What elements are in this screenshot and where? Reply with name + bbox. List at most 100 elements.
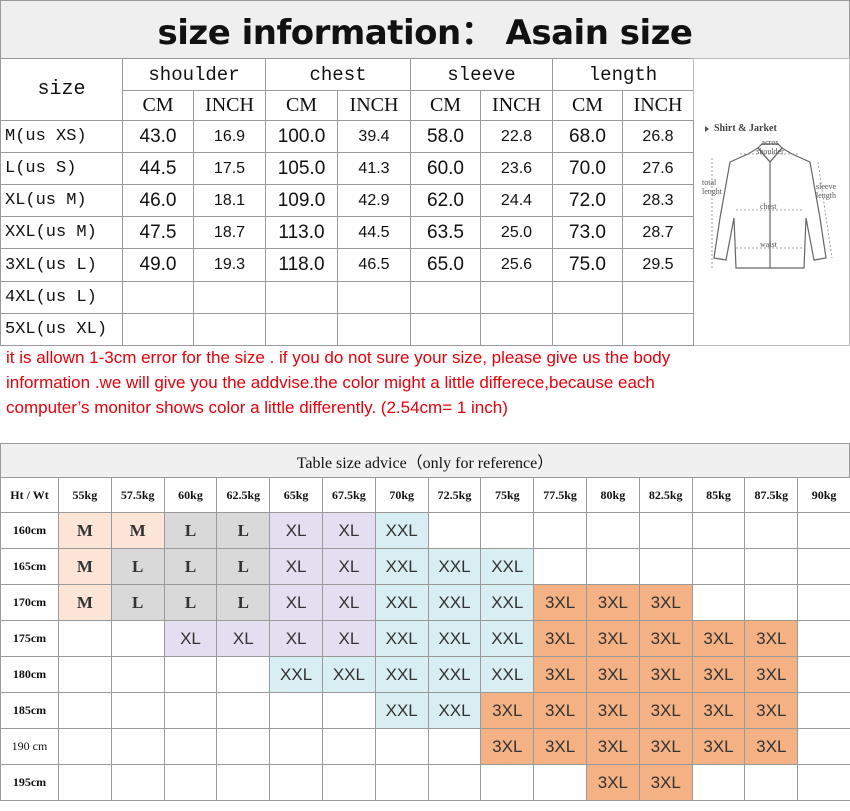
- size-advice: [216, 728, 271, 765]
- unit-header: INCH: [193, 90, 266, 121]
- size-advice: [110, 656, 165, 693]
- size-advice: XXL: [269, 656, 323, 693]
- size-value: [622, 313, 694, 346]
- size-advice: XL: [322, 584, 376, 621]
- size-advice: [691, 512, 746, 549]
- size-advice: [691, 548, 746, 585]
- weight-header: 72.5kg: [427, 477, 482, 513]
- size-value: 18.1: [193, 184, 266, 217]
- size-table-title: size information： Asain size: [0, 0, 850, 59]
- size-value: 49.0: [122, 248, 194, 282]
- size-value: [480, 313, 553, 346]
- size-value: 23.6: [480, 152, 553, 185]
- size-advice: XXL: [427, 584, 482, 621]
- size-advice: L: [163, 584, 218, 621]
- weight-header: 62.5kg: [216, 477, 271, 513]
- size-advice: [58, 728, 112, 765]
- size-advice: [216, 656, 271, 693]
- diagram-title: Shirt & Jarket: [714, 123, 777, 134]
- size-label: 4XL(us L): [0, 281, 123, 314]
- size-advice: [110, 620, 165, 657]
- size-value: 65.0: [410, 248, 481, 282]
- size-advice: 3XL: [691, 728, 746, 765]
- size-advice: XL: [269, 548, 323, 585]
- size-value: 28.3: [622, 184, 694, 217]
- size-advice: XL: [269, 620, 323, 657]
- size-advice: XL: [269, 584, 323, 621]
- size-advice: [586, 548, 640, 585]
- size-label: M(us XS): [0, 120, 123, 153]
- size-advice: M: [58, 512, 112, 549]
- size-advice: XXL: [480, 584, 535, 621]
- size-advice: [744, 512, 799, 549]
- size-advice: 3XL: [638, 692, 693, 729]
- size-value: 42.9: [337, 184, 411, 217]
- size-value: 118.0: [265, 248, 338, 282]
- size-advice: [797, 764, 850, 801]
- measure-header: sleeve: [410, 58, 553, 91]
- size-value: 72.0: [552, 184, 623, 217]
- measure-header: chest: [265, 58, 411, 91]
- size-advice: XXL: [427, 656, 482, 693]
- size-advice: [691, 584, 746, 621]
- weight-header: 57.5kg: [110, 477, 165, 513]
- size-advice: [163, 764, 218, 801]
- size-value: 73.0: [552, 216, 623, 249]
- size-advice: M: [58, 584, 112, 621]
- size-advice: 3XL: [533, 728, 587, 765]
- size-advice: 3XL: [533, 692, 587, 729]
- size-value: 100.0: [265, 120, 338, 153]
- size-advice: 3XL: [586, 692, 640, 729]
- size-advice: 3XL: [638, 584, 693, 621]
- size-advice: L: [216, 548, 271, 585]
- height-label: 175cm: [0, 620, 59, 657]
- size-advice: L: [110, 548, 165, 585]
- size-advice: 3XL: [586, 656, 640, 693]
- size-advice: 3XL: [533, 656, 587, 693]
- size-advice: M: [110, 512, 165, 549]
- size-advice: [374, 764, 429, 801]
- size-advice: 3XL: [586, 764, 640, 801]
- size-value: [410, 313, 481, 346]
- size-value: [480, 281, 553, 314]
- diagram-waist: waist: [760, 240, 777, 249]
- size-advice: [427, 764, 482, 801]
- size-advice: [638, 512, 693, 549]
- size-value: 113.0: [265, 216, 338, 249]
- weight-header: 82.5kg: [638, 477, 693, 513]
- weight-header: 65kg: [269, 477, 323, 513]
- size-value: 47.5: [122, 216, 194, 249]
- size-value: 19.3: [193, 248, 266, 282]
- size-advice: XL: [322, 512, 376, 549]
- size-advice: [58, 764, 112, 801]
- size-advice: XL: [269, 512, 323, 549]
- size-advice: 3XL: [744, 728, 799, 765]
- weight-header: 67.5kg: [322, 477, 376, 513]
- size-advice: 3XL: [533, 584, 587, 621]
- weight-header: 87.5kg: [744, 477, 799, 513]
- weight-header: 70kg: [374, 477, 429, 513]
- size-advice: [533, 512, 587, 549]
- size-value: 25.0: [480, 216, 553, 249]
- size-label: XL(us M): [0, 184, 123, 217]
- size-value: [552, 281, 623, 314]
- advice-title: Table size advice（only for reference）: [0, 443, 850, 478]
- size-header: size: [0, 58, 123, 121]
- size-advice: [374, 728, 429, 765]
- size-label: 3XL(us L): [0, 248, 123, 282]
- size-advice: L: [216, 512, 271, 549]
- size-value: [622, 281, 694, 314]
- size-advice: [586, 512, 640, 549]
- size-advice: [480, 512, 535, 549]
- size-advice: 3XL: [638, 764, 693, 801]
- weight-header: 90kg: [797, 477, 850, 513]
- size-value: [337, 281, 411, 314]
- size-advice: [163, 692, 218, 729]
- size-advice: XXL: [374, 692, 429, 729]
- weight-header: 85kg: [691, 477, 746, 513]
- unit-header: CM: [410, 90, 481, 121]
- size-advice: [110, 764, 165, 801]
- size-advice: [110, 728, 165, 765]
- size-advice: [58, 656, 112, 693]
